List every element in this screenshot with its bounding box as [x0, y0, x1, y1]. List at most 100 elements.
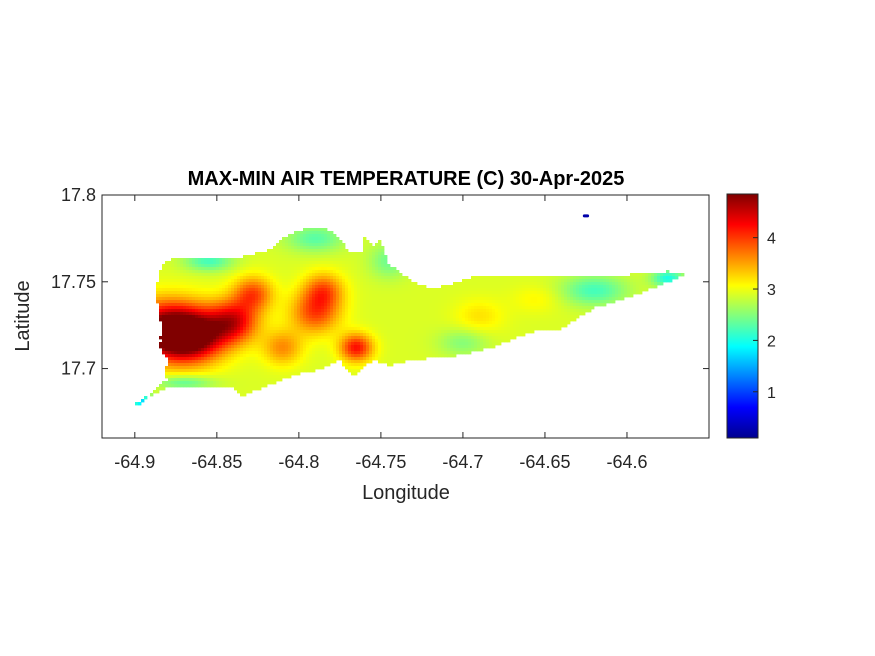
heat-cell	[207, 327, 211, 331]
heat-cell	[168, 303, 172, 307]
heat-cell	[666, 273, 670, 277]
heat-cell	[270, 366, 274, 370]
heat-cell	[360, 258, 364, 262]
heat-cell	[309, 282, 313, 286]
heat-cell	[207, 306, 211, 310]
heat-cell	[243, 351, 247, 355]
heat-cell	[438, 351, 442, 355]
heat-cell	[183, 282, 187, 286]
heat-cell	[306, 249, 310, 253]
heat-cell	[198, 267, 202, 271]
heat-cell	[519, 309, 523, 313]
heat-cell	[234, 363, 238, 367]
heat-cell	[381, 294, 385, 298]
heat-cell	[183, 336, 187, 340]
heat-cell	[321, 228, 325, 232]
heat-cell	[483, 300, 487, 304]
heat-cell	[435, 354, 439, 358]
heat-cell	[402, 294, 406, 298]
heat-cell	[348, 321, 352, 325]
heat-cell	[513, 279, 517, 283]
heat-cell	[285, 309, 289, 313]
heat-cell	[222, 378, 226, 382]
heat-cell	[552, 327, 556, 331]
heat-cell	[186, 303, 190, 307]
heat-cell	[471, 330, 475, 334]
heat-cell	[327, 333, 331, 337]
heat-cell	[201, 297, 205, 301]
heat-cell	[567, 285, 571, 289]
heat-cell	[240, 309, 244, 313]
heat-cell	[348, 354, 352, 358]
heat-cell	[240, 336, 244, 340]
heat-cell	[612, 279, 616, 283]
heat-cell	[438, 309, 442, 313]
heat-cell	[357, 276, 361, 280]
heat-cell	[630, 282, 634, 286]
heat-cell	[213, 360, 217, 364]
heat-cell	[300, 297, 304, 301]
heat-cell	[375, 282, 379, 286]
heat-cell	[303, 240, 307, 244]
heat-cell	[168, 288, 172, 292]
heat-cell	[234, 333, 238, 337]
heat-cell	[495, 327, 499, 331]
heat-cell	[267, 252, 271, 256]
heat-cell	[288, 246, 292, 250]
heat-cell	[492, 333, 496, 337]
heat-cell	[465, 345, 469, 349]
heat-cell	[396, 354, 400, 358]
heat-cell	[216, 324, 220, 328]
heat-cell	[657, 273, 661, 277]
heat-cell	[579, 297, 583, 301]
heat-cell	[363, 336, 367, 340]
heat-cell	[564, 318, 568, 322]
heat-cell	[255, 303, 259, 307]
heat-cell	[300, 279, 304, 283]
heat-cell	[207, 270, 211, 274]
heat-cell	[369, 327, 373, 331]
heat-cell	[207, 330, 211, 334]
heat-cell	[525, 315, 529, 319]
heat-cell	[243, 348, 247, 352]
heat-cell	[459, 306, 463, 310]
heat-cell	[180, 267, 184, 271]
heat-cell	[273, 381, 277, 385]
heat-cell	[240, 375, 244, 379]
heat-cell	[294, 270, 298, 274]
heat-cell	[237, 327, 241, 331]
heat-cell	[603, 297, 607, 301]
heat-cell	[249, 318, 253, 322]
heat-cell	[225, 282, 229, 286]
heat-cell	[438, 348, 442, 352]
heat-cell	[327, 351, 331, 355]
heat-cell	[339, 327, 343, 331]
heat-cell	[501, 276, 505, 280]
heat-cell	[324, 318, 328, 322]
heat-cell	[183, 303, 187, 307]
heat-cell	[207, 312, 211, 316]
heat-cell	[318, 285, 322, 289]
heat-cell	[525, 291, 529, 295]
heat-cell	[324, 312, 328, 316]
heat-cell	[342, 294, 346, 298]
heat-cell	[564, 300, 568, 304]
heat-cell	[318, 231, 322, 235]
heat-cell	[180, 348, 184, 352]
heat-cell	[174, 354, 178, 358]
heat-cell	[162, 351, 166, 355]
heat-cell	[246, 342, 250, 346]
heat-cell	[165, 309, 169, 313]
heat-cell	[375, 261, 379, 265]
heat-cell	[486, 321, 490, 325]
heat-cell	[282, 369, 286, 373]
heat-cell	[414, 342, 418, 346]
heat-cell	[387, 315, 391, 319]
heat-cell	[300, 273, 304, 277]
heat-cell	[321, 297, 325, 301]
heat-cell	[405, 306, 409, 310]
heat-cell	[252, 318, 256, 322]
heat-cell	[345, 360, 349, 364]
heat-cell	[240, 390, 244, 394]
heat-cell	[285, 363, 289, 367]
